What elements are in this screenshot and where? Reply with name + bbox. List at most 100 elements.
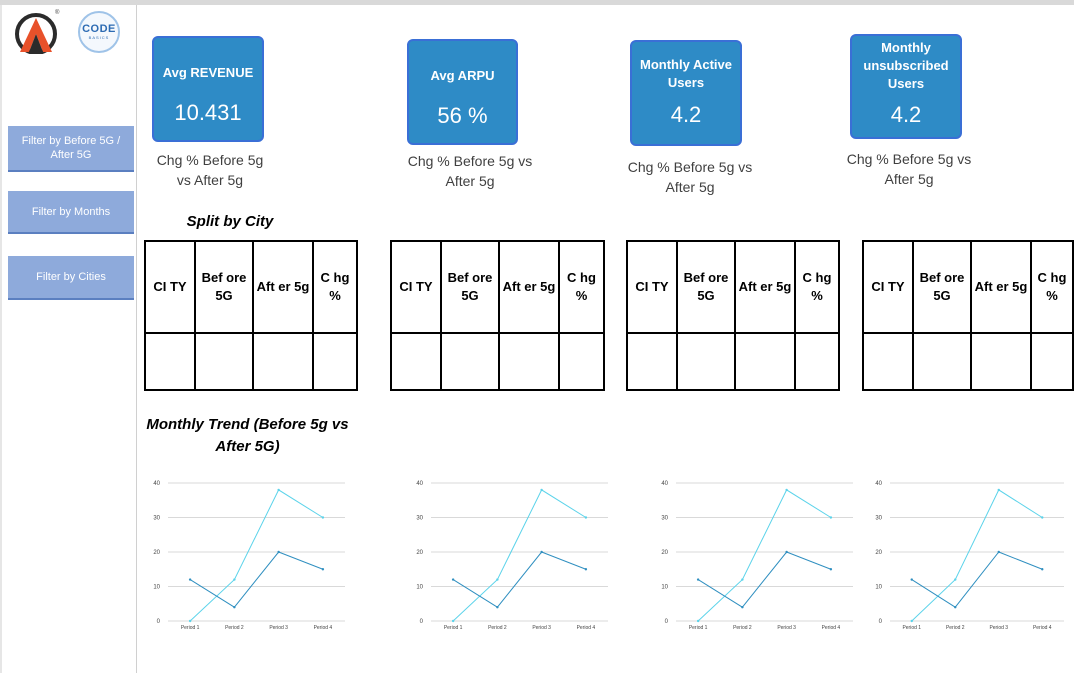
data-point [277,550,280,554]
y-tick-label: 10 [416,585,423,591]
data-point [233,578,236,581]
table-header-after: Aft er 5g [498,240,560,334]
sidebar-divider [136,5,137,673]
y-tick-label: 20 [661,550,668,556]
trend-chart: 0 10 20 30 40 Period 1 Period 2 Period 3 Period … [661,481,853,631]
table-cell [676,332,736,391]
table-header-city: CI TY [626,240,678,334]
kpi-value: 56 % [437,103,488,128]
data-point [277,488,280,492]
filter-label: Filter by Months [31,205,111,218]
codebasics-logo: CODE BASICS [78,11,120,53]
monthly-trend-title: Monthly Trend (Before 5g vs After 5G) [146,416,349,455]
kpi-subtext: Chg % Before 5g vs After 5g [156,152,264,188]
table-cell [312,332,358,391]
data-point [1041,516,1044,519]
table-header-city: CI TY [862,240,914,334]
x-tick-label: Period 1 [444,625,463,631]
series-line [911,489,1043,622]
filter-label: Filter by Before 5G / After 5G [21,135,121,161]
kpi-title: Monthly Active Users [640,57,732,90]
y-tick-label: 20 [153,550,160,556]
series-line [189,489,324,622]
data-point [910,578,913,581]
table-header-before: Bef ore 5G [194,240,254,334]
data-point [1041,568,1044,571]
table-header-change: C hg % [558,240,605,334]
y-tick-label: 30 [661,516,668,522]
table-header-change: C hg % [1030,240,1074,334]
data-point [584,568,588,571]
table-cell [912,332,972,391]
data-point [321,516,325,519]
data-point [188,578,192,581]
x-tick-label: Period 3 [532,625,551,631]
table-cell [794,332,840,391]
data-point [321,568,325,571]
table-header-change: C hg % [312,240,358,334]
data-point [954,606,957,609]
data-point [496,578,499,581]
x-tick-label: Period 2 [488,625,507,631]
table-header-before: Bef ore 5G [912,240,972,334]
filter-cities-button[interactable]: Filter by Cities [8,256,134,300]
kpi-card-revenue[interactable]: Avg REVENUE 10.431 [152,36,264,142]
table-cell [390,332,442,391]
kpi-value: 4.2 [670,102,702,127]
x-tick-label: Period 1 [181,625,200,631]
y-tick-label: 10 [875,585,882,591]
kpi-card-arpu[interactable]: Avg ARPU 56 % [407,39,518,145]
codebasics-logo-text: CODE [82,23,116,35]
series-line [697,551,832,608]
x-tick-label: Period 3 [777,625,796,631]
x-tick-label: Period 3 [269,625,288,631]
trend-chart: 0 10 20 30 40 Period 1 Period 2 Period 3 Period … [416,481,608,631]
filter-months-button[interactable]: Filter by Months [8,191,134,234]
x-tick-label: Period 2 [225,625,244,631]
y-tick-label: 40 [153,481,160,487]
table-cell [1030,332,1074,391]
table-cell [498,332,560,391]
x-tick-label: Period 4 [1033,625,1052,631]
y-tick-label: 30 [416,516,423,522]
data-point [785,488,788,492]
table-cell [252,332,314,391]
y-tick-label: 0 [157,619,161,625]
y-tick-label: 30 [875,516,882,522]
city-table: CI TY Bef ore 5G Aft er 5g C hg % [626,240,840,391]
y-tick-label: 20 [875,550,882,556]
table-cell [970,332,1032,391]
table-header-after: Aft er 5g [252,240,314,334]
kpi-card-unsubscribed-users[interactable]: Monthly unsubscribed Users 4.2 [850,34,962,139]
kpi-title: Avg ARPU [430,68,495,83]
table-cell [734,332,796,391]
y-tick-label: 40 [875,481,882,487]
kpi-subtext: Chg % Before 5g vs After 5g [846,151,972,187]
data-point [696,619,700,623]
table-header-after: Aft er 5g [970,240,1032,334]
kpi-subtext: Chg % Before 5g vs After 5g [407,153,533,189]
table-header-after: Aft er 5g [734,240,796,334]
x-tick-label: Period 4 [314,625,333,631]
kpi-card-active-users[interactable]: Monthly Active Users 4.2 [630,40,742,146]
y-tick-label: 20 [416,550,423,556]
data-point [584,516,588,519]
table-cell [558,332,605,391]
kpi-value: 4.2 [890,102,922,127]
data-point [997,550,1000,554]
data-point [910,619,913,623]
data-point [233,606,236,609]
kpi-value: 10.431 [174,100,242,125]
y-tick-label: 10 [153,585,160,591]
filter-before-after-5g-button[interactable]: Filter by Before 5G / After 5G [8,126,134,172]
y-tick-label: 0 [420,619,424,625]
y-tick-label: 0 [665,619,669,625]
table-cell [862,332,914,391]
trend-chart: 0 10 20 30 40 Period 1 Period 2 Period 3 Period … [875,481,1064,631]
data-point [540,550,543,554]
table-header-city: CI TY [144,240,196,334]
table-header-change: C hg % [794,240,840,334]
codebasics-logo-subtext: BASICS [88,35,110,40]
series-line [452,489,587,622]
table-cell [194,332,254,391]
